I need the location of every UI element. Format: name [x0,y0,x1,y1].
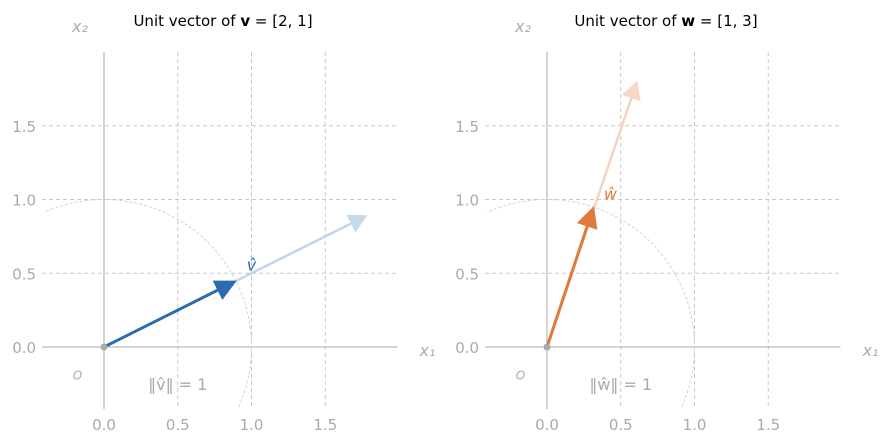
panel-title: Unit vector of w = [1, 3] [574,12,757,30]
norm-label: ‖v̂‖ = 1 [148,375,207,394]
origin-label: O [516,368,525,382]
y-tick-label: 1.5 [455,118,479,136]
y-tick-label: 1.0 [12,192,36,210]
x-tick-label: 1.5 [756,416,780,434]
y-tick-label: 0.5 [12,265,36,283]
unit-vector-arrow-head [212,280,237,300]
y-tick-label: 0.0 [12,339,36,357]
x-tick-label: 1.0 [240,416,264,434]
title-suffix: = [1, 3] [695,12,757,30]
panel-title: Unit vector of v = [2, 1] [133,12,312,30]
origin-dot [543,343,551,351]
unit-vector-label: v̂ [247,255,257,274]
y-tick-label: 1.5 [12,118,36,136]
x1-axis-label: x₁ [419,341,436,360]
unit-circle [486,198,696,408]
origin-label: O [73,368,82,382]
x-tick-label: 0.0 [92,416,116,434]
original-vector-arrow-head [622,80,641,102]
x-tick-label: 0.5 [609,416,633,434]
x2-axis-label: x₂ [514,17,531,36]
unit-vector-arrow-head [576,205,598,230]
unit-vector-arrow-shaft [545,225,589,348]
x-tick-label: 0.0 [535,416,559,434]
unit-circle [43,198,253,408]
unit-vector-arrow-shaft [103,288,219,349]
norm-label: ‖ŵ‖ = 1 [589,375,652,394]
panel-w: 0.0 0.0 0.5 0.5 1.0 1.0 1.5 1.5 ŵ O ‖ŵ‖ = 1 x₁ x₂ Uni… [455,12,878,434]
x1-axis-label: x₁ [862,341,879,360]
x-tick-label: 1.5 [313,416,337,434]
y-tick-label: 1.0 [455,192,479,210]
original-vector-arrow-head [346,214,368,233]
x-tick-label: 0.5 [166,416,190,434]
x2-axis-label: x₂ [71,17,88,36]
y-tick-label: 0.0 [455,339,479,357]
y-tick-label: 0.5 [455,265,479,283]
title-suffix: = [2, 1] [250,12,312,30]
title-vector: w [681,12,695,30]
panel-v: 0.0 0.0 0.5 0.5 1.0 1.0 1.5 1.5 v̂ O ‖v̂‖ = 1 x₁ x₂ U… [12,12,435,434]
unit-vector-label: ŵ [604,185,618,204]
x-tick-label: 1.0 [683,416,707,434]
title-prefix: Unit vector of [574,12,681,30]
title-prefix: Unit vector of [133,12,240,30]
origin-dot [100,343,108,351]
title-vector: v [240,12,250,30]
